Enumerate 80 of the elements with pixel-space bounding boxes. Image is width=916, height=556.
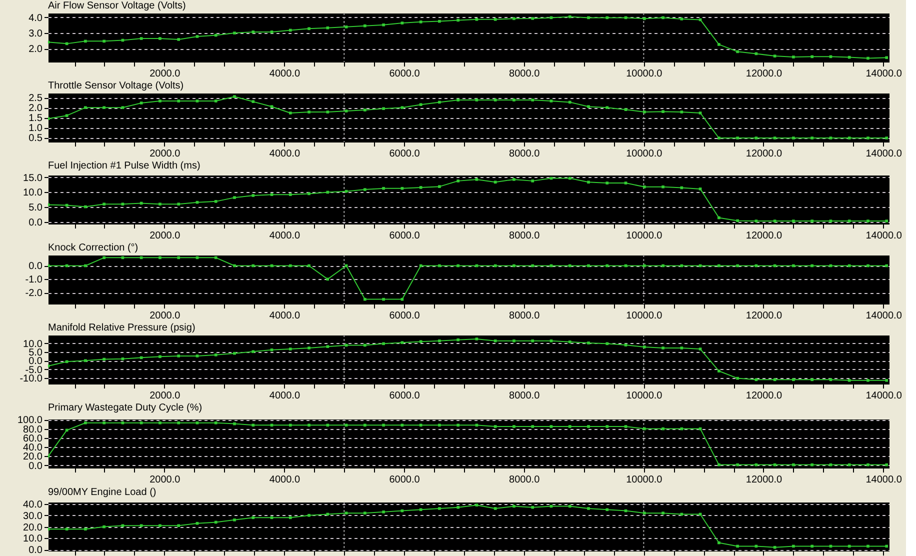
x-tick-label: 8000.0 — [509, 474, 540, 486]
x-tick-label: 12000.0 — [746, 310, 782, 322]
x-tick-label: 8000.0 — [509, 390, 540, 402]
y-tick-label: -2.0 — [25, 288, 43, 300]
x-tick-label: 12000.0 — [746, 148, 782, 160]
y-tick-label: 40.0 — [23, 499, 43, 510]
x-tick-label: 10000.0 — [626, 474, 663, 486]
x-tick-label: 6000.0 — [389, 310, 420, 322]
y-tick-label: 2.0 — [28, 44, 43, 56]
y-tick-label: 100.0 — [17, 415, 43, 426]
x-tick-label: 14000.0 — [866, 148, 902, 160]
y-tick-label: 60.0 — [23, 433, 43, 444]
x-tick-label: 10000.0 — [626, 310, 663, 322]
x-tick-label: 2000.0 — [150, 68, 181, 80]
y-tick-label: 3.0 — [28, 28, 43, 40]
x-tick-label: 12000.0 — [746, 68, 782, 80]
x-tick-label: 4000.0 — [269, 68, 300, 80]
chart-title: Primary Wastegate Duty Cycle (%) — [48, 402, 202, 414]
chart-title: Knock Correction (°) — [48, 242, 138, 254]
x-tick-label: 2000.0 — [150, 474, 181, 486]
y-tick-label: 5.0 — [28, 202, 43, 214]
y-tick-label: 2.5 — [28, 93, 43, 104]
x-tick-label: 6000.0 — [389, 68, 420, 80]
x-tick-label: 8000.0 — [509, 68, 540, 80]
y-tick-label: 0.0 — [28, 261, 43, 272]
x-tick-label: 10000.0 — [626, 230, 663, 242]
x-tick-label: 2000.0 — [150, 148, 181, 160]
y-tick-label: 2.0 — [28, 103, 43, 114]
y-tick-label: 20.0 — [23, 452, 43, 463]
x-tick-label: 8000.0 — [509, 310, 540, 322]
y-tick-label: 80.0 — [23, 424, 43, 436]
x-tick-label: 8000.0 — [509, 148, 540, 160]
x-tick-label: 12000.0 — [746, 474, 782, 486]
x-tick-label: 2000.0 — [150, 230, 181, 242]
y-tick-label: 15.0 — [23, 172, 43, 184]
x-tick-label: 10000.0 — [626, 68, 663, 80]
x-tick-label: 4000.0 — [269, 390, 300, 402]
x-tick-label: 10000.0 — [626, 148, 663, 160]
x-tick-label: 2000.0 — [150, 310, 181, 322]
x-tick-label: 12000.0 — [746, 390, 782, 402]
y-tick-label: 1.5 — [28, 113, 43, 124]
chart-title: Throttle Sensor Voltage (Volts) — [48, 80, 184, 92]
y-tick-label: -1.0 — [25, 274, 43, 286]
y-tick-label: 10.0 — [23, 534, 43, 545]
x-tick-label: 2000.0 — [150, 390, 181, 402]
x-tick-label: 14000.0 — [866, 310, 902, 322]
x-tick-label: 10000.0 — [626, 390, 663, 402]
y-tick-label: 1.0 — [28, 123, 43, 134]
y-tick-label: 0.0 — [28, 460, 43, 472]
y-tick-label: -5.0 — [25, 364, 43, 376]
y-tick-label: 0.0 — [28, 545, 43, 556]
x-tick-label: 12000.0 — [746, 230, 782, 242]
x-tick-label: 6000.0 — [389, 474, 420, 486]
x-tick-label: 4000.0 — [269, 148, 300, 160]
y-tick-label: 10.0 — [23, 338, 43, 350]
chart-title: 99/00MY Engine Load () — [48, 486, 156, 498]
y-tick-label: 30.0 — [23, 510, 43, 522]
y-tick-label: 0.5 — [28, 133, 43, 144]
y-tick-label: 5.0 — [28, 347, 43, 358]
y-tick-label: 10.0 — [23, 188, 43, 199]
x-tick-label: 14000.0 — [866, 68, 902, 80]
x-tick-label: 6000.0 — [389, 230, 420, 242]
y-tick-label: 40.0 — [23, 442, 43, 454]
y-tick-label: 20.0 — [23, 522, 43, 534]
x-tick-label: 14000.0 — [866, 230, 902, 242]
chart-title: Fuel Injection #1 Pulse Width (ms) — [48, 160, 200, 172]
x-tick-label: 6000.0 — [389, 148, 420, 160]
chart-title: Air Flow Sensor Voltage (Volts) — [48, 0, 186, 12]
y-tick-label: 0.0 — [28, 356, 43, 368]
x-tick-label: 14000.0 — [866, 474, 902, 486]
y-tick-label: 0.0 — [28, 217, 43, 228]
x-tick-label: 14000.0 — [866, 390, 902, 402]
x-tick-label: 8000.0 — [509, 230, 540, 242]
y-tick-label: 4.0 — [28, 12, 43, 24]
x-tick-label: 4000.0 — [269, 310, 300, 322]
chart-title: Manifold Relative Pressure (psig) — [48, 322, 196, 334]
y-tick-label: -10.0 — [20, 373, 43, 384]
x-tick-label: 4000.0 — [269, 474, 300, 486]
x-tick-label: 6000.0 — [389, 390, 420, 402]
x-tick-label: 4000.0 — [269, 230, 300, 242]
